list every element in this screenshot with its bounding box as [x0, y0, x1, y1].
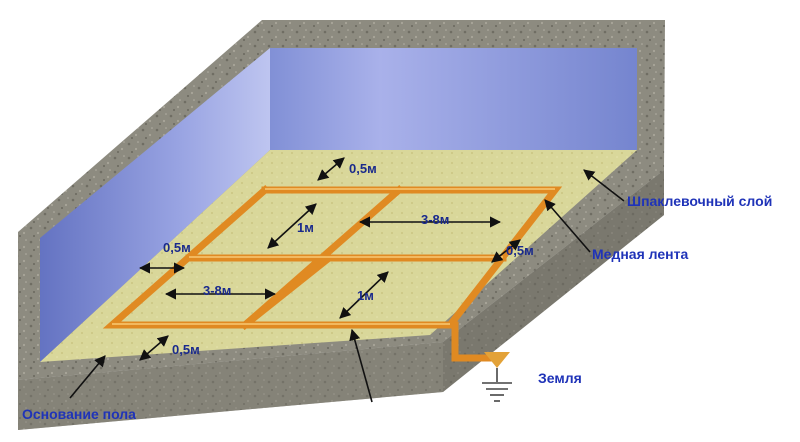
- arrow-upper-cell: [267, 203, 317, 249]
- arrow-right-gap: [491, 239, 521, 263]
- leader-floor-base-2: [349, 328, 373, 403]
- callout-putty-layer: Шпаклевочный слой: [627, 193, 772, 209]
- callout-copper-tape: Медная лента: [592, 246, 688, 262]
- label-upper-span: 3-8м: [421, 212, 449, 227]
- arrow-lower-cell: [339, 271, 389, 319]
- copper-ground-lead: [446, 321, 501, 362]
- leader-floor-base: [69, 355, 106, 399]
- arrow-bottom-gap: [139, 335, 169, 361]
- copper-tape-col-right: [240, 253, 334, 330]
- label-lower-cell: 1м: [357, 288, 374, 303]
- label-left-gap: 0,5м: [163, 240, 191, 255]
- leader-putty-layer: [583, 169, 625, 202]
- callout-ground: Земля: [538, 370, 582, 386]
- label-bottom-gap: 0,5м: [172, 342, 200, 357]
- left-wall: [40, 48, 270, 362]
- leader-copper-tape: [544, 199, 591, 253]
- ground-icon: [482, 352, 512, 402]
- label-right-gap: 0,5м: [506, 243, 534, 258]
- back-wall: [270, 48, 637, 150]
- label-lower-span: 3-8м: [203, 283, 231, 298]
- arrow-top-gap: [317, 157, 345, 181]
- label-top-gap: 0,5м: [349, 161, 377, 176]
- label-upper-cell: 1м: [297, 220, 314, 235]
- callout-floor-base: Основание пола: [22, 406, 136, 422]
